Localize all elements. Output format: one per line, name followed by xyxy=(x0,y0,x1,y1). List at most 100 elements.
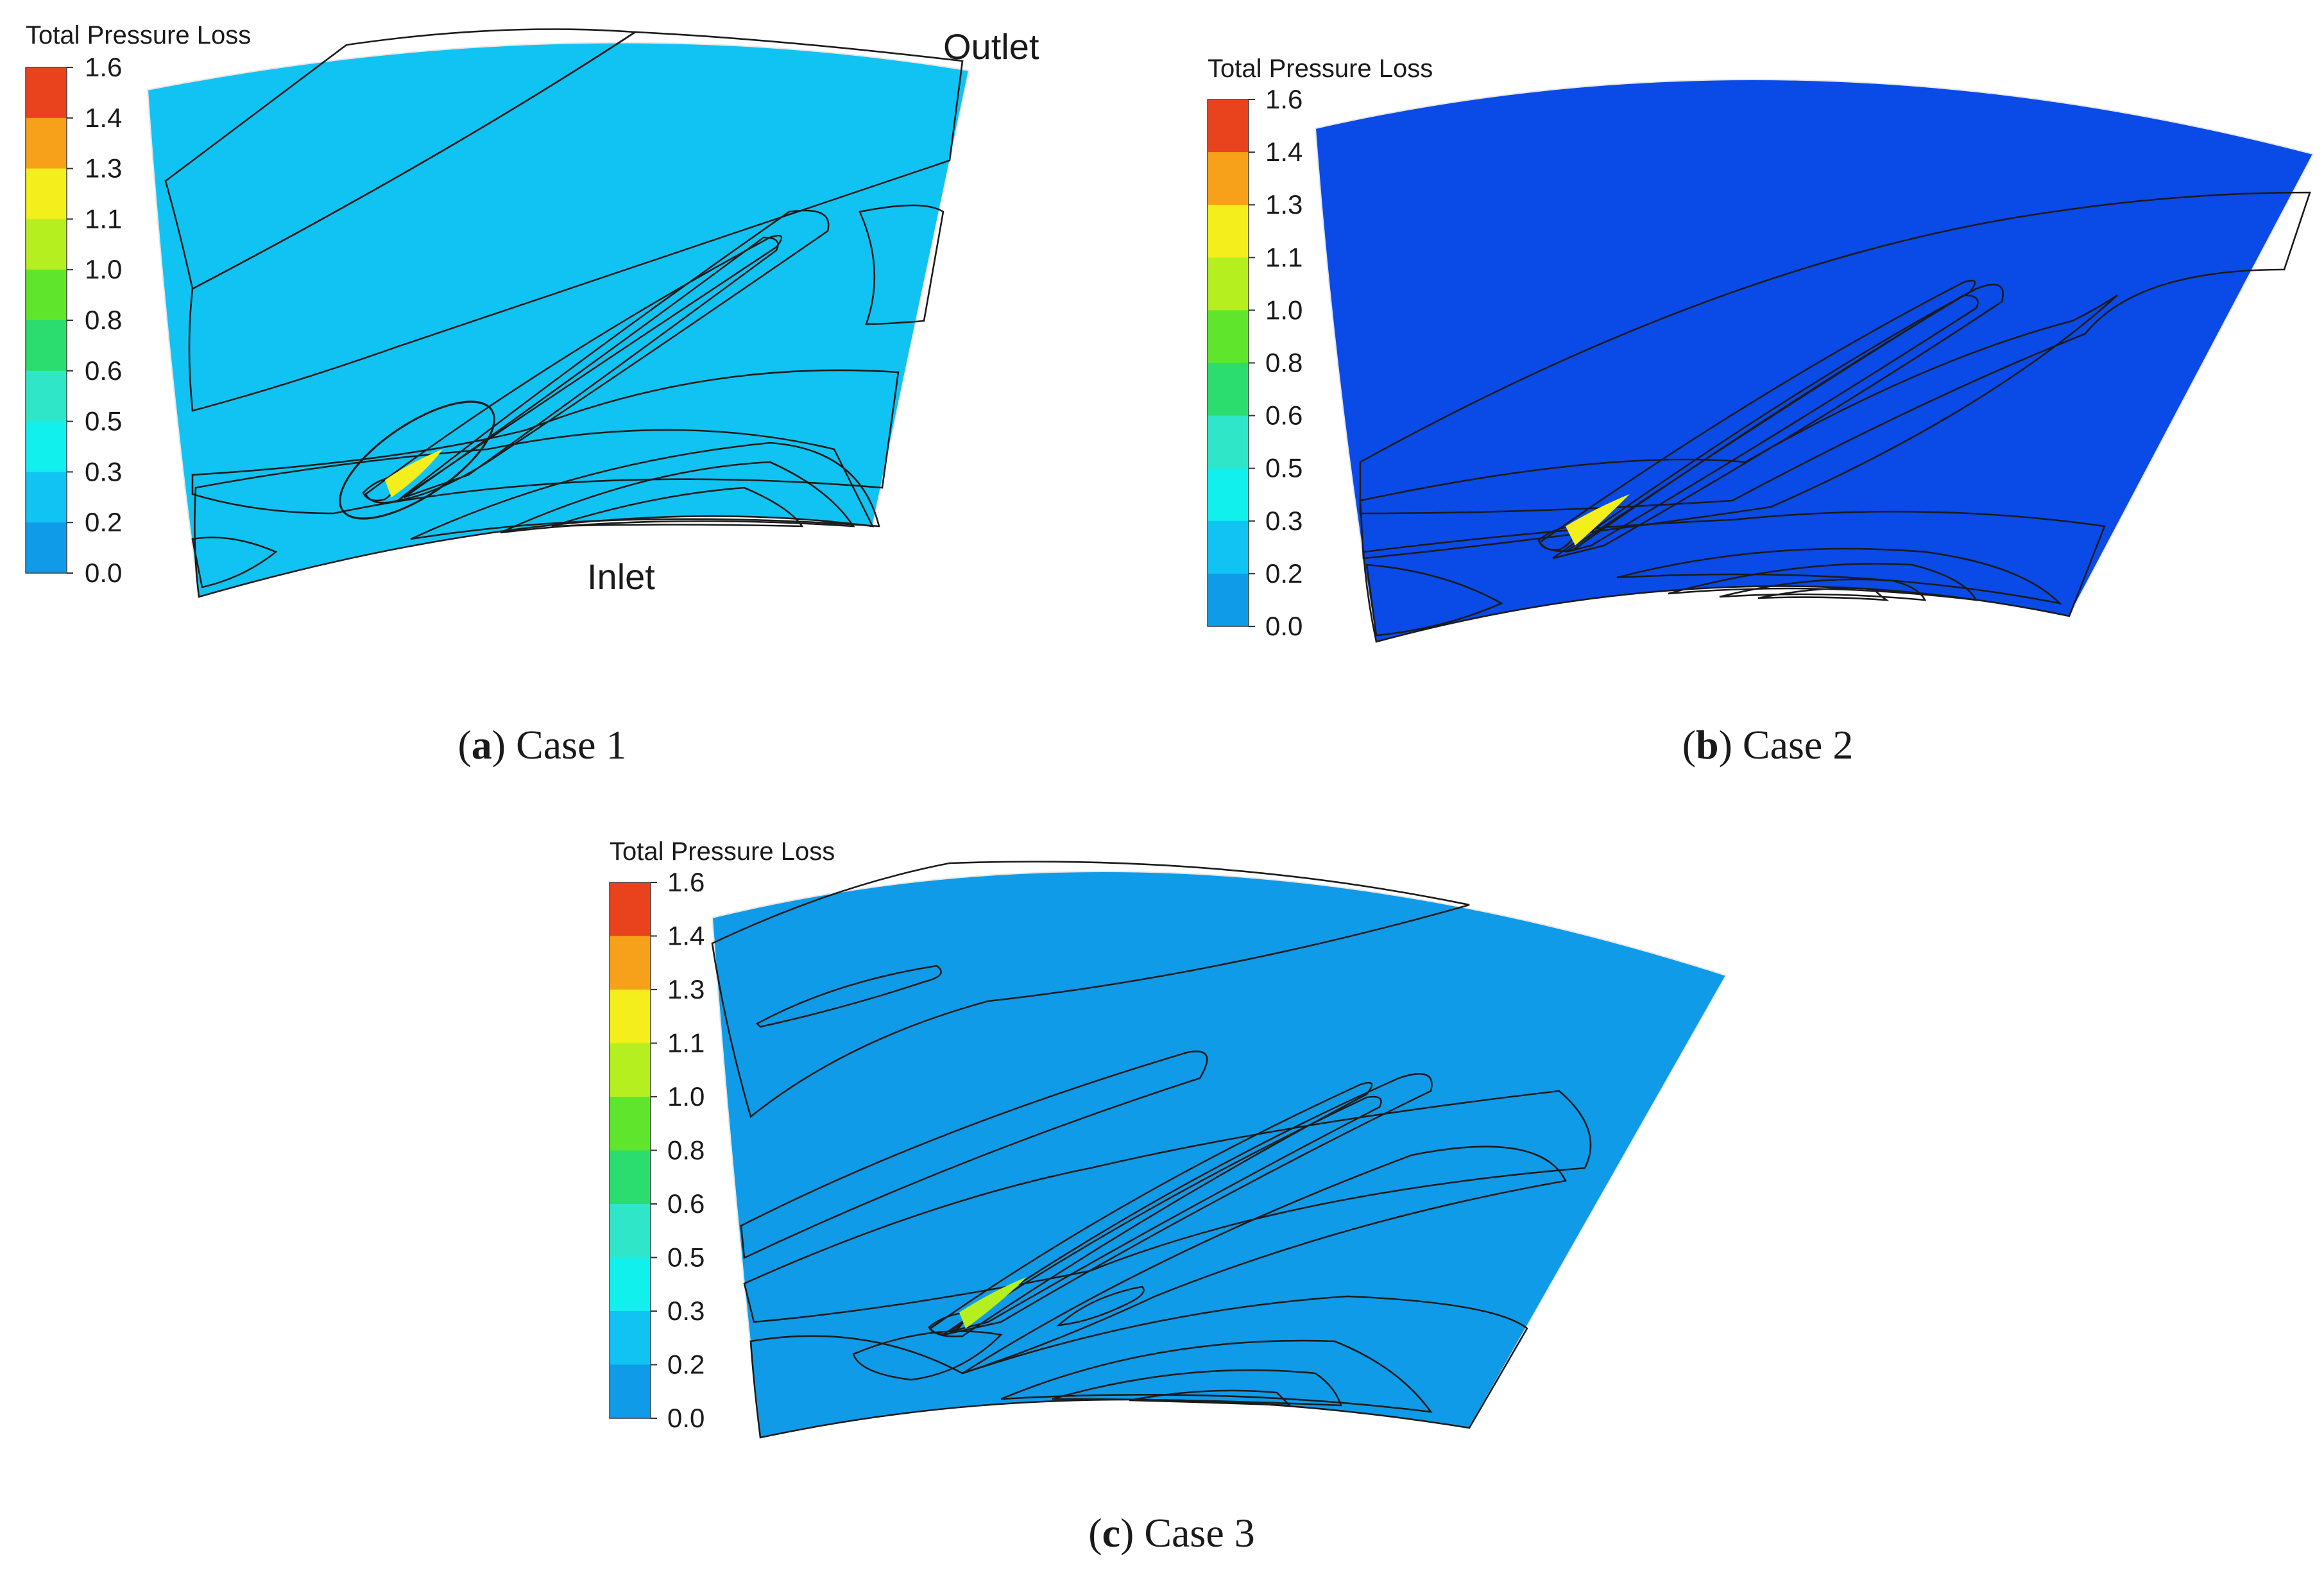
field-a-wake-inner xyxy=(404,236,779,499)
colorbar-c-tick-label: 1.0 xyxy=(667,1081,705,1112)
colorbar-b-tick-label: 1.1 xyxy=(1265,242,1303,272)
field-a-mid-band-lower xyxy=(191,369,900,515)
contour-field-a xyxy=(146,28,970,598)
colorbar-a-swatch xyxy=(26,320,67,372)
colorbar-b-tick-label: 0.2 xyxy=(1265,558,1303,588)
blade-b-leading-yellow xyxy=(1566,494,1630,545)
colorbar-a-tick-label: 0.6 xyxy=(85,356,122,386)
caption-b-letter: b xyxy=(1696,722,1719,768)
field-c-dark-wake xyxy=(962,1146,1567,1375)
field-c-small-pocket xyxy=(1056,1285,1145,1326)
panel-a: Total Pressure Loss 1.6 1.4 1.3 1.1 1.0 0.8 0.… xyxy=(25,21,1039,768)
field-c-light-band xyxy=(743,1090,1592,1323)
colorbar-c-tick-label: 0.2 xyxy=(667,1350,705,1380)
colorbar-b-swatch xyxy=(1208,310,1249,364)
field-c-cyan-core xyxy=(749,1295,1528,1439)
field-c-mid-lobe xyxy=(852,1330,1003,1381)
field-b-yellow-lobe xyxy=(1757,587,1890,601)
field-c-green-lobe xyxy=(1052,1369,1342,1407)
highlight-ellipse-a xyxy=(339,400,495,520)
colorbar-a-tick-label: 1.3 xyxy=(85,153,122,184)
field-a-inlet-green xyxy=(191,537,278,588)
contour-field-b xyxy=(1314,78,2314,643)
caption-c: (c) Case 3 xyxy=(1088,1510,1254,1556)
colorbar-b-swatches xyxy=(1207,99,1249,627)
colorbar-c-swatch xyxy=(610,1043,651,1097)
colorbar-c-swatch xyxy=(610,936,651,990)
field-b-lower-mid xyxy=(1616,547,2062,605)
colorbar-a-swatch xyxy=(26,117,67,169)
colorbar-c-tick-label: 0.0 xyxy=(667,1403,705,1433)
field-b-inlet-teal xyxy=(1365,563,1503,637)
colorbar-b-swatch xyxy=(1208,573,1249,627)
colorbar-b-swatch xyxy=(1208,415,1249,469)
caption-b-label: Case 2 xyxy=(1743,722,1853,768)
colorbar-b-swatch xyxy=(1208,363,1249,416)
colorbar-c-swatch xyxy=(610,1150,651,1205)
colorbar-c-tick-label: 0.3 xyxy=(667,1296,705,1326)
colorbar-b-tick-label: 0.8 xyxy=(1265,348,1303,378)
field-a-mid-band-upper xyxy=(188,31,964,412)
colorbar-a-tick-label: 1.6 xyxy=(85,52,122,82)
colorbar-c-tick-label: 1.4 xyxy=(667,921,705,951)
field-a-green-lobe xyxy=(500,461,855,534)
colorbar-b-tick-label: 1.3 xyxy=(1265,189,1303,219)
caption-b: (b) Case 2 xyxy=(1682,722,1854,768)
field-c-dark-band-top xyxy=(711,861,1470,1119)
caption-a-text: (a) Case 1 xyxy=(457,722,626,768)
colorbar-a-tick-label: 1.0 xyxy=(85,254,122,284)
blade-a-leading-yellow xyxy=(385,449,443,497)
colorbar-a-tick-label: 0.0 xyxy=(85,558,122,588)
colorbar-b-swatch xyxy=(1208,520,1249,574)
colorbar-c-tick-label: 1.1 xyxy=(667,1028,705,1058)
field-c-wake-inner xyxy=(949,1095,1382,1333)
field-b-cyan-core xyxy=(1362,510,2106,643)
field-a-yellow-lobe xyxy=(551,486,804,528)
panel-c: Total Pressure Loss 1.6 1.4 1.3 1.1 1.0 0.8 0.… xyxy=(609,837,1727,1556)
colorbar-b-title: Total Pressure Loss xyxy=(1208,55,1433,83)
colorbar-c-swatch xyxy=(610,990,651,1044)
field-c-teal-lobe xyxy=(1000,1339,1433,1413)
colorbar-b-swatch xyxy=(1208,152,1249,205)
colorbar-c-tick-label: 1.6 xyxy=(667,867,705,897)
colorbar-a-ticks: 1.6 1.4 1.3 1.1 1.0 0.8 0.6 0.5 0.3 0.2 0.0 xyxy=(67,52,122,588)
colorbar-c-swatch xyxy=(610,1097,651,1151)
colorbar-c-tick-label: 0.6 xyxy=(667,1189,705,1219)
caption-c-text: (c) Case 3 xyxy=(1088,1510,1254,1556)
annotation-outlet: Outlet xyxy=(943,26,1039,67)
caption-c-label: Case 3 xyxy=(1144,1510,1254,1556)
panel-b: Total Pressure Loss 1.6 1.4 1.3 1.1 1.0 0.8 0.… xyxy=(1207,55,2314,768)
colorbar-a-tick-label: 0.8 xyxy=(85,305,122,335)
colorbar-c-swatch xyxy=(610,882,651,937)
field-a-wake xyxy=(397,209,830,502)
colorbar-a-swatch xyxy=(26,421,67,472)
caption-a: (a) Case 1 xyxy=(457,722,626,768)
colorbar-a-swatch xyxy=(26,522,67,574)
caption-a-letter: a xyxy=(472,722,492,768)
colorbar-c-ticks: 1.6 1.4 1.3 1.1 1.0 0.8 0.6 0.5 0.3 0.2 0.0 xyxy=(651,867,705,1433)
colorbar-c-swatches xyxy=(609,882,651,1419)
colorbar-b-tick-label: 0.0 xyxy=(1265,611,1303,641)
field-b-background xyxy=(1314,78,2314,643)
colorbar-a: Total Pressure Loss 1.6 1.4 1.3 1.1 1.0 0.8 0.… xyxy=(25,21,251,588)
blade-c xyxy=(929,1081,1373,1337)
caption-c-letter: c xyxy=(1102,1510,1120,1556)
caption-a-label: Case 1 xyxy=(516,722,626,768)
colorbar-a-tick-label: 1.4 xyxy=(85,103,122,133)
field-c-dark-pocket xyxy=(755,965,942,1028)
colorbar-c: Total Pressure Loss 1.6 1.4 1.3 1.1 1.0 0.8 0.… xyxy=(609,837,835,1433)
colorbar-c-tick-label: 0.8 xyxy=(667,1135,705,1165)
field-b-wake xyxy=(1552,284,2004,560)
contour-field-c xyxy=(711,861,1727,1439)
colorbar-a-swatch xyxy=(26,67,67,119)
colorbar-b-tick-label: 1.0 xyxy=(1265,295,1303,325)
colorbar-c-swatch xyxy=(610,1364,651,1419)
blade-b xyxy=(1539,279,1976,552)
colorbar-c-swatch xyxy=(610,1204,651,1258)
colorbar-b-tick-label: 0.5 xyxy=(1265,453,1303,483)
colorbar-b-tick-label: 0.6 xyxy=(1265,400,1303,431)
colorbar-b-swatch xyxy=(1208,99,1249,153)
colorbar-b-tick-label: 1.4 xyxy=(1265,137,1303,167)
colorbar-c-swatch xyxy=(610,1257,651,1312)
